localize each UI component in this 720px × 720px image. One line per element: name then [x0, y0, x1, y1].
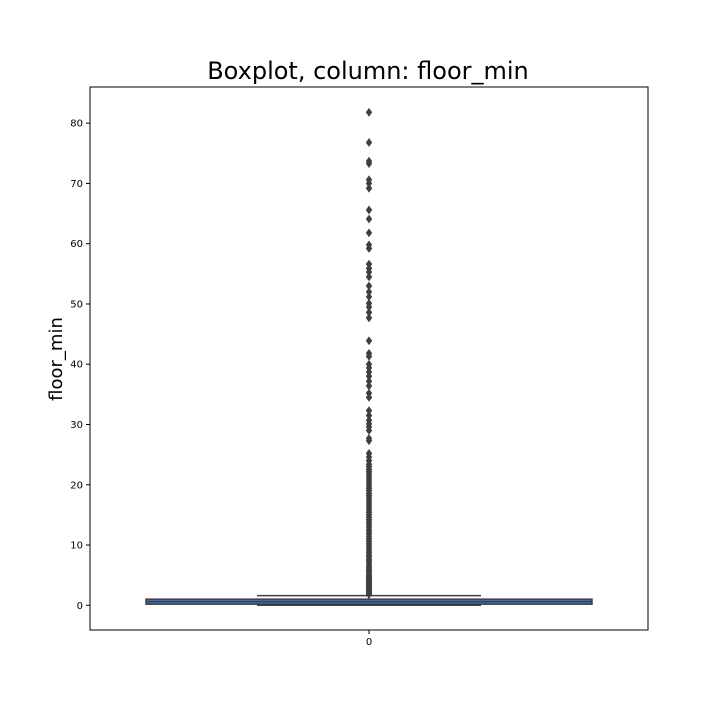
y-tick-label: 40 — [70, 360, 83, 371]
outlier-point — [365, 107, 373, 117]
y-tick-label: 20 — [70, 480, 83, 491]
plot-area: 0 10 20 30 40 50 60 70 80 0 — [70, 86, 649, 648]
outlier-point — [365, 175, 373, 185]
outlier-point — [365, 381, 373, 391]
x-tick-label: 0 — [366, 637, 372, 648]
outlier-point — [365, 281, 373, 291]
outlier-point — [365, 298, 373, 308]
outlier-point — [365, 240, 373, 250]
y-tick-label: 60 — [70, 239, 83, 250]
outlier-point — [365, 406, 373, 416]
outlier-point — [365, 205, 373, 215]
outlier-point — [365, 415, 373, 425]
y-tick-label: 0 — [77, 601, 83, 612]
outlier-point — [365, 259, 373, 269]
y-tick-label: 30 — [70, 420, 83, 431]
y-tick-label: 70 — [70, 179, 83, 190]
y-axis-label: floor_min — [46, 317, 67, 401]
outlier-point — [365, 307, 373, 317]
outlier-point — [365, 292, 373, 302]
outlier-point — [365, 359, 373, 369]
outlier-point — [365, 376, 373, 386]
outlier-point — [365, 348, 373, 358]
outlier-point — [365, 411, 373, 420]
outlier-point — [365, 433, 373, 443]
outlier-point — [365, 228, 373, 238]
y-tick-label: 80 — [70, 119, 83, 130]
y-tick-label: 50 — [70, 299, 83, 310]
outlier-point — [365, 313, 373, 323]
outlier-point — [365, 336, 373, 346]
outlier-point — [365, 183, 373, 193]
outlier-point — [365, 272, 373, 282]
outlier-point — [365, 388, 373, 398]
outlier-point — [365, 287, 373, 297]
y-tick-label: 10 — [70, 541, 83, 552]
chart-title: Boxplot, column: floor_min — [207, 57, 529, 85]
outlier-point — [365, 214, 373, 224]
outlier-point — [365, 138, 373, 147]
outlier-point — [365, 156, 373, 166]
outlier-point — [365, 449, 373, 458]
